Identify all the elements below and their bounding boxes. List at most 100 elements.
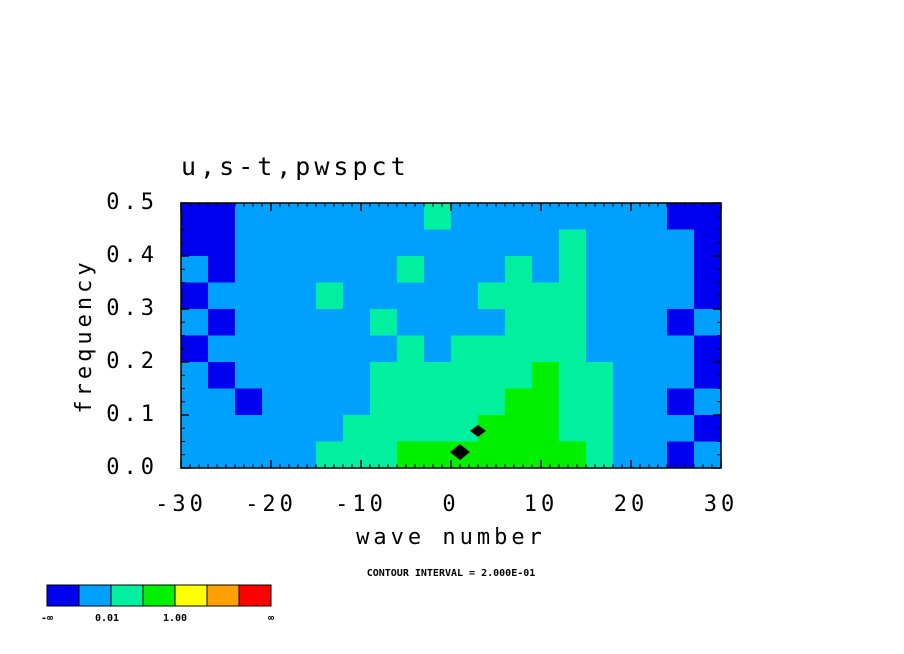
field-cell <box>505 335 533 363</box>
field-cell <box>478 203 506 230</box>
field-cell <box>451 203 479 230</box>
field-cell <box>397 229 425 257</box>
field-cell <box>424 203 452 230</box>
contour-blob <box>470 424 486 437</box>
field-cell <box>667 415 695 442</box>
field-cell <box>343 309 371 336</box>
field-cell <box>451 388 479 416</box>
field-cell <box>559 388 587 416</box>
field-cell <box>343 388 371 416</box>
field-cell <box>397 309 425 336</box>
field-cell <box>343 441 371 469</box>
field-cell <box>451 282 479 310</box>
field-cell <box>505 362 533 389</box>
field-cell <box>532 256 560 283</box>
field-cell <box>505 256 533 283</box>
field-cell <box>235 335 263 363</box>
field-cell <box>559 362 587 389</box>
x-tick-label: 0 <box>442 492 459 517</box>
field-cell <box>667 256 695 283</box>
field-cell <box>262 335 290 363</box>
field-cell <box>316 309 344 336</box>
field-cell <box>586 256 614 283</box>
field-cell <box>613 229 641 257</box>
field-cell <box>289 335 317 363</box>
field-cell <box>424 441 452 469</box>
field-cell <box>397 362 425 389</box>
field-cell <box>478 256 506 283</box>
field-cell <box>694 203 722 230</box>
field-cell <box>613 203 641 230</box>
field-cell <box>181 229 209 257</box>
field-cell <box>532 203 560 230</box>
field-cell <box>424 335 452 363</box>
field-cell <box>613 441 641 469</box>
y-tick-label: 0.2 <box>106 349 158 374</box>
field-cell <box>640 309 668 336</box>
field-cell <box>289 229 317 257</box>
colorbar-swatch <box>174 584 208 607</box>
field-cell <box>451 229 479 257</box>
field-cell <box>640 282 668 310</box>
field-cell <box>397 256 425 283</box>
field-cell <box>316 335 344 363</box>
field-cell <box>613 335 641 363</box>
field-cell <box>613 415 641 442</box>
colorbar-label: 0.01 <box>95 613 119 624</box>
field-cell <box>694 388 722 416</box>
field-cell <box>451 256 479 283</box>
field-cell <box>343 335 371 363</box>
colorbar-swatch <box>110 584 144 607</box>
field-cell <box>451 362 479 389</box>
field-cell <box>235 203 263 230</box>
field-cell <box>505 388 533 416</box>
field-cell <box>397 203 425 230</box>
field-cell <box>667 203 695 230</box>
field-cell <box>424 415 452 442</box>
field-cell <box>640 203 668 230</box>
field-cell <box>208 335 236 363</box>
field-cell <box>559 203 587 230</box>
field <box>181 203 722 469</box>
colorbar-swatch <box>238 584 272 607</box>
field-cell <box>640 388 668 416</box>
field-cell <box>505 203 533 230</box>
field-cell <box>532 388 560 416</box>
field-cell <box>262 309 290 336</box>
field-cell <box>532 335 560 363</box>
field-cell <box>559 415 587 442</box>
colorbar-label: -∞ <box>41 613 53 624</box>
field-cell <box>586 309 614 336</box>
x-tick-label: -20 <box>245 492 297 517</box>
field-cell <box>694 229 722 257</box>
field-cell <box>586 203 614 230</box>
field-cell <box>694 415 722 442</box>
field-cell <box>559 309 587 336</box>
field-cell <box>289 362 317 389</box>
field-cell <box>532 309 560 336</box>
field-cell <box>397 335 425 363</box>
x-tick-label: 30 <box>704 492 739 517</box>
field-cell <box>343 256 371 283</box>
field-cell <box>289 282 317 310</box>
colorbar-label: ∞ <box>268 613 274 624</box>
field-cell <box>316 441 344 469</box>
field-cell <box>478 441 506 469</box>
field-cell <box>181 335 209 363</box>
field-cell <box>613 256 641 283</box>
field-cell <box>235 229 263 257</box>
field-cell <box>532 362 560 389</box>
field-cell <box>208 256 236 283</box>
field-cell <box>262 282 290 310</box>
field-cell <box>424 229 452 257</box>
x-tick-label: -10 <box>335 492 387 517</box>
field-cell <box>451 309 479 336</box>
field-cell <box>316 415 344 442</box>
field-cell <box>343 415 371 442</box>
field-cell <box>505 282 533 310</box>
field-cell <box>208 415 236 442</box>
field-cell <box>694 441 722 469</box>
field-cell <box>316 388 344 416</box>
x-tick-label: 20 <box>614 492 649 517</box>
